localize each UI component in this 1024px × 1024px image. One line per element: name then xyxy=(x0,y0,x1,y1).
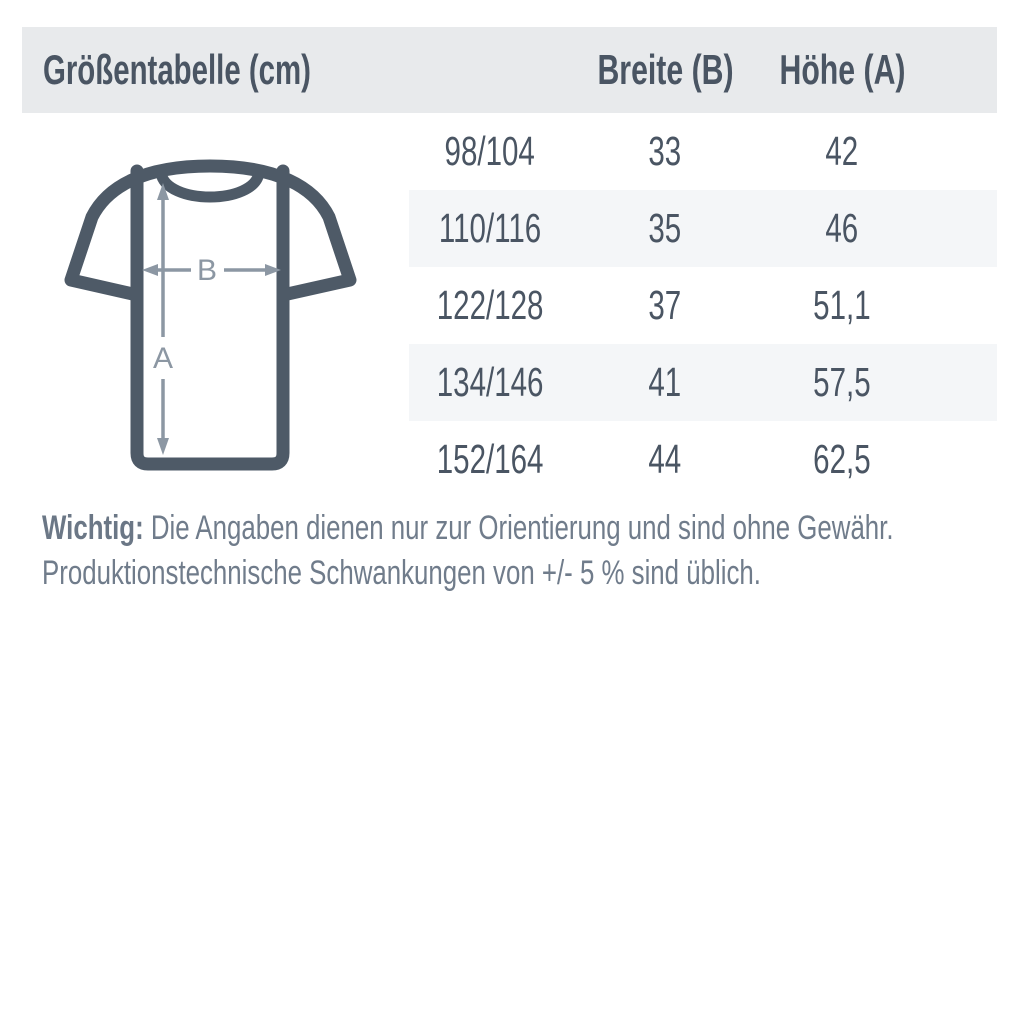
height-cell: 57,5 xyxy=(813,359,871,405)
size-cell: 110/116 xyxy=(438,205,542,251)
tshirt-body-fill xyxy=(71,166,350,464)
tshirt-sleeves-outline xyxy=(64,159,357,302)
height-cell: 62,5 xyxy=(813,436,871,482)
height-arrow-label: A xyxy=(153,342,173,375)
width-cell: 44 xyxy=(648,436,682,482)
table-row: 98/104 33 42 xyxy=(409,113,997,190)
height-arrowhead-top-icon xyxy=(157,183,169,200)
table-row: 134/146 41 57,5 xyxy=(409,344,997,421)
disclaimer-text-1: Die Angaben dienen nur zur Orientierung … xyxy=(143,509,894,547)
column-header-width: Breite (B) xyxy=(597,46,735,93)
table-header-bar xyxy=(22,27,997,113)
disclaimer-text-2: Produktionstechnische Schwankungen von +… xyxy=(42,554,761,592)
width-cell: 37 xyxy=(648,282,682,328)
tshirt-diagram-icon: A B xyxy=(64,159,357,471)
column-header-height: Höhe (A) xyxy=(778,46,905,93)
page-title: Größentabelle (cm) xyxy=(43,27,426,113)
page-title-text: Größentabelle (cm) xyxy=(43,46,311,93)
size-cell: 98/104 xyxy=(444,128,536,174)
table-row: 152/164 44 62,5 xyxy=(409,421,997,498)
width-arrowhead-left-icon xyxy=(142,264,158,276)
size-cell: 134/146 xyxy=(436,359,544,405)
width-cell: 41 xyxy=(648,359,682,405)
width-cell: 35 xyxy=(648,205,682,251)
height-cell: 51,1 xyxy=(813,282,871,328)
height-cell: 46 xyxy=(825,205,859,251)
tshirt-body-outline xyxy=(130,164,290,471)
table-row: 110/116 35 46 xyxy=(409,190,997,267)
disclaimer-line-1: Wichtig: Die Angaben dienen nur zur Orie… xyxy=(42,506,982,551)
size-cell: 152/164 xyxy=(436,436,544,482)
tshirt-collar xyxy=(155,167,265,203)
width-cell: 33 xyxy=(648,128,682,174)
disclaimer-note: Wichtig: Die Angaben dienen nur zur Orie… xyxy=(42,506,982,596)
table-row: 122/128 37 51,1 xyxy=(409,267,997,344)
height-arrowhead-bottom-icon xyxy=(157,438,169,455)
height-cell: 42 xyxy=(825,128,859,174)
width-arrow-label: B xyxy=(197,254,217,287)
disclaimer-line-2: Produktionstechnische Schwankungen von +… xyxy=(42,551,982,596)
disclaimer-prefix: Wichtig: xyxy=(42,509,144,547)
width-arrowhead-right-icon xyxy=(265,264,281,276)
size-cell: 122/128 xyxy=(436,282,544,328)
